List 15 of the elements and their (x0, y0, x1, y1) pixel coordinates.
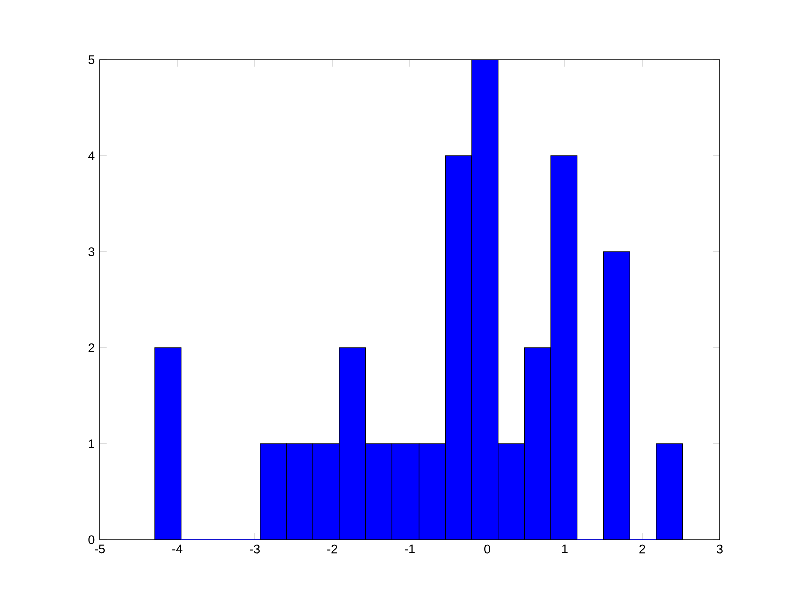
x-tick-label: -4 (172, 544, 183, 554)
y-tick-label: 3 (88, 248, 95, 256)
y-tick-label: 0 (88, 536, 95, 544)
x-tick-label: 2 (640, 544, 646, 554)
x-tick-label: -2 (328, 544, 338, 554)
x-tick-label: -3 (250, 544, 260, 554)
y-tick-label: 2 (88, 344, 94, 352)
x-tick-label: 1 (562, 544, 568, 554)
x-tick-label: -1 (405, 544, 415, 554)
x-tick-label: 0 (484, 544, 490, 554)
y-tick-label: 1 (89, 440, 94, 448)
x-tick-label: -5 (95, 544, 106, 554)
y-tick-label: 5 (88, 56, 95, 64)
x-tick-label: 3 (717, 544, 723, 554)
y-tick-label: 4 (88, 152, 95, 160)
